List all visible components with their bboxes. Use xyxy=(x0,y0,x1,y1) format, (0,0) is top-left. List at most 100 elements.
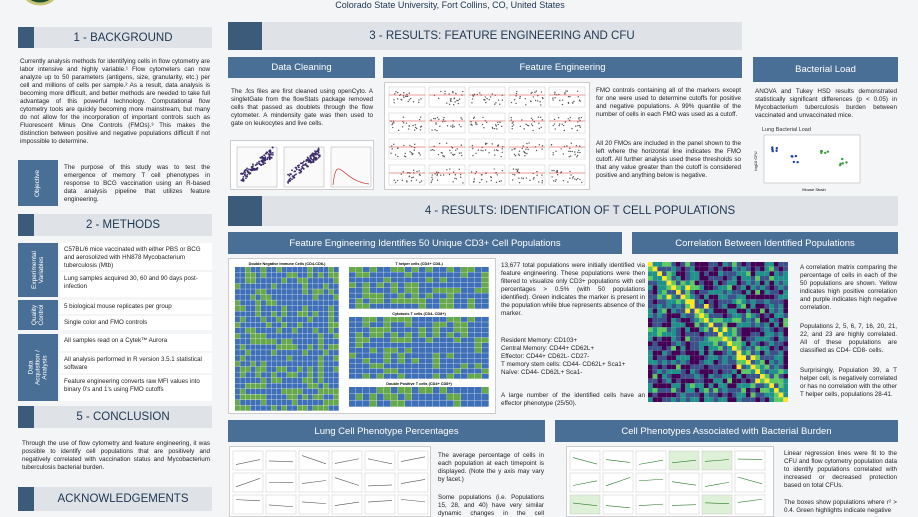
matrix-cell xyxy=(774,374,779,379)
matrix-cell xyxy=(760,378,765,384)
heatmap-cell xyxy=(245,289,251,295)
heatmap-cell xyxy=(281,405,287,411)
matrix-cell xyxy=(694,336,700,342)
heatmap-cell xyxy=(370,348,377,353)
matrix-cell xyxy=(727,350,732,356)
dot xyxy=(413,129,416,131)
heatmap-cell xyxy=(297,383,303,389)
heatmap-cell xyxy=(323,300,329,306)
heatmap-cell xyxy=(482,327,489,333)
heatmap-cell xyxy=(240,350,246,356)
heatmap-cell xyxy=(370,298,377,304)
matrix-cell xyxy=(708,332,714,337)
dot xyxy=(309,160,312,163)
heatmap-cell xyxy=(349,288,356,293)
matrix-cell xyxy=(657,318,662,323)
dot xyxy=(841,162,844,165)
matrix-cell xyxy=(699,392,704,398)
heatmap-cell xyxy=(377,337,384,343)
matrix-cell xyxy=(685,350,690,356)
dot xyxy=(452,124,454,126)
heatmap-cell xyxy=(461,282,468,288)
matrix-cell xyxy=(722,271,728,276)
dot xyxy=(519,125,522,127)
matrix-cell xyxy=(732,276,737,281)
dot xyxy=(564,92,566,94)
heatmap-cell xyxy=(271,283,277,289)
heatmap-cell xyxy=(302,311,308,317)
heatmap-cell xyxy=(433,332,440,338)
plot-frame xyxy=(668,450,700,471)
dot xyxy=(450,98,452,100)
heatmap-cell xyxy=(255,305,261,312)
dot xyxy=(497,123,499,126)
matrix-cell xyxy=(690,318,695,323)
matrix-cell xyxy=(760,346,765,351)
heatmap-cell xyxy=(468,317,475,322)
heatmap-cell xyxy=(447,317,454,322)
matrix-cell xyxy=(699,383,704,388)
heatmap-cell xyxy=(292,344,298,350)
matrix-cell xyxy=(652,327,658,332)
matrix-cell xyxy=(694,294,700,300)
matrix-cell xyxy=(750,318,756,323)
matrix-cell xyxy=(760,374,765,379)
dot xyxy=(482,149,484,152)
dot xyxy=(525,104,527,106)
heatmap-cell xyxy=(433,353,440,359)
heatmap-cell xyxy=(426,400,433,407)
matrix-cell xyxy=(778,360,784,365)
heatmap-cell xyxy=(281,339,287,345)
matrix-cell xyxy=(722,262,728,267)
dot xyxy=(577,96,579,98)
heatmap-cell xyxy=(235,339,240,345)
heatmap-cell xyxy=(328,361,334,367)
matrix-cell xyxy=(699,308,704,314)
dot xyxy=(570,142,573,144)
matrix-cell xyxy=(671,346,676,351)
matrix-cell xyxy=(713,336,718,342)
heatmap-cell xyxy=(412,393,419,401)
matrix-cell xyxy=(760,392,765,398)
trend xyxy=(367,484,393,487)
heatmap-cell xyxy=(245,322,251,328)
heatmap-cell xyxy=(307,322,313,328)
heatmap-cell xyxy=(447,337,454,343)
matrix-cell xyxy=(708,322,714,328)
matrix-cell xyxy=(718,280,723,286)
matrix-cell xyxy=(718,276,723,281)
matrix-cell xyxy=(727,280,732,286)
dot xyxy=(496,128,498,130)
trend xyxy=(605,477,631,487)
dot xyxy=(839,162,842,166)
dot xyxy=(542,97,544,100)
dot xyxy=(287,180,289,183)
matrix-cell xyxy=(680,346,686,351)
matrix-cell xyxy=(690,294,695,300)
heatmap-cell xyxy=(281,366,287,372)
heatmap-cell xyxy=(377,348,384,353)
heatmap-cell xyxy=(412,368,419,374)
matrix-cell xyxy=(769,308,774,314)
heatmap-cell xyxy=(461,327,468,333)
heatmap-cell xyxy=(328,322,334,328)
matrix-cell xyxy=(778,271,784,276)
matrix-cell xyxy=(671,341,676,346)
matrix-cell xyxy=(718,341,723,346)
heatmap-cell xyxy=(313,350,318,356)
heatmap-cell xyxy=(412,363,419,369)
matrix-cell xyxy=(774,346,779,351)
matrix-cell xyxy=(760,355,765,360)
heatmap-cell xyxy=(266,300,272,306)
matrix-cell xyxy=(778,350,784,356)
matrix-cell xyxy=(736,374,742,379)
matrix-cell xyxy=(769,360,774,365)
matrix-cell xyxy=(676,397,681,402)
heatmap-cell xyxy=(323,405,329,411)
dot xyxy=(259,156,262,159)
heatmap-cell xyxy=(245,327,251,334)
matrix-cell xyxy=(727,294,732,300)
matrix-cell xyxy=(769,332,774,337)
matrix-cell xyxy=(764,392,770,398)
matrix-cell xyxy=(652,355,658,360)
